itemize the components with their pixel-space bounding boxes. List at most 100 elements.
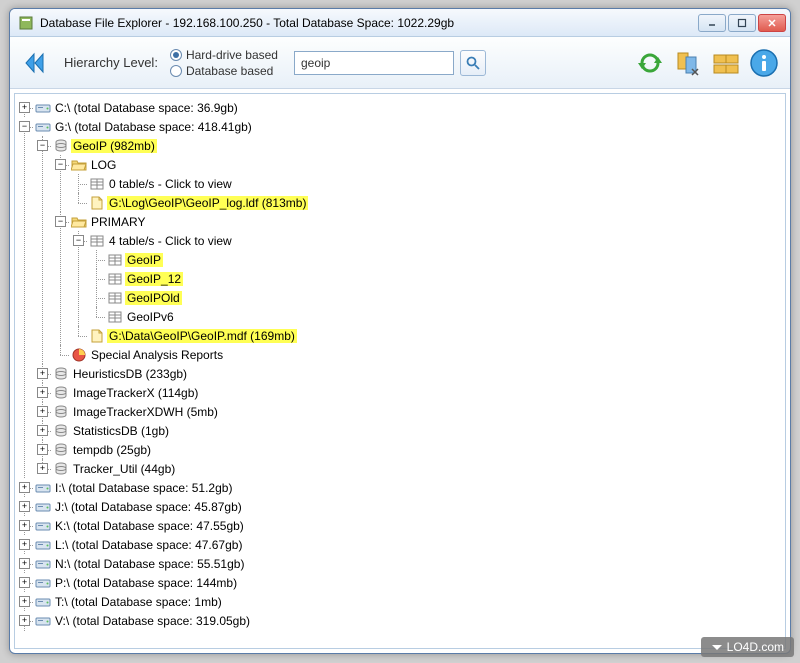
drive-icon <box>35 575 51 591</box>
tree-node[interactable]: LOG <box>71 155 781 174</box>
table-icon <box>107 290 123 306</box>
tree-node-label: ImageTrackerX (114gb) <box>71 386 200 400</box>
db-icon <box>53 138 69 154</box>
tree-node-label: StatisticsDB (1gb) <box>71 424 171 438</box>
info-button[interactable] <box>748 47 780 79</box>
tree-expander[interactable]: + <box>19 558 30 569</box>
close-button[interactable] <box>758 14 786 32</box>
radio-hard-drive[interactable]: Hard-drive based <box>170 48 278 62</box>
titlebar: Database File Explorer - 192.168.100.250… <box>10 9 790 37</box>
tree-node[interactable]: HeuristicsDB (233gb) <box>53 364 781 383</box>
tree-expander[interactable]: − <box>73 235 84 246</box>
tree-node[interactable]: N:\ (total Database space: 55.51gb) <box>35 554 781 573</box>
tree-node[interactable]: V:\ (total Database space: 319.05gb) <box>35 611 781 630</box>
drive-icon <box>35 537 51 553</box>
tree-node-label: G:\ (total Database space: 418.41gb) <box>53 120 254 134</box>
tree-expander[interactable]: + <box>19 482 30 493</box>
maximize-button[interactable] <box>728 14 756 32</box>
tree-node[interactable]: 0 table/s - Click to view <box>89 174 781 193</box>
tree-expander[interactable]: + <box>19 615 30 626</box>
drive-icon <box>35 556 51 572</box>
settings-button[interactable] <box>672 47 704 79</box>
tree-node[interactable]: PRIMARY <box>71 212 781 231</box>
radio-icon <box>170 65 182 77</box>
tree-node[interactable]: G:\Log\GeoIP\GeoIP_log.ldf (813mb) <box>89 193 781 212</box>
tree-node[interactable]: GeoIP (982mb) <box>53 136 781 155</box>
tree-node[interactable]: StatisticsDB (1gb) <box>53 421 781 440</box>
tree-node[interactable]: C:\ (total Database space: 36.9gb) <box>35 98 781 117</box>
table-icon <box>107 309 123 325</box>
back-button[interactable] <box>20 46 54 80</box>
tree-expander[interactable]: + <box>19 539 30 550</box>
table-icon <box>89 233 105 249</box>
tree-node[interactable]: L:\ (total Database space: 47.67gb) <box>35 535 781 554</box>
tree-node[interactable]: Special Analysis Reports <box>71 345 781 364</box>
tree-node[interactable]: G:\ (total Database space: 418.41gb) <box>35 117 781 136</box>
tree-expander[interactable]: + <box>19 577 30 588</box>
minimize-button[interactable] <box>698 14 726 32</box>
tree-node-label: N:\ (total Database space: 55.51gb) <box>53 557 246 571</box>
db-icon <box>53 404 69 420</box>
tree-node-label: GeoIP <box>125 253 163 267</box>
tree-expander[interactable]: + <box>37 387 48 398</box>
tree-node[interactable]: GeoIP_12 <box>107 269 781 288</box>
tree-node[interactable]: ImageTrackerX (114gb) <box>53 383 781 402</box>
hierarchy-label: Hierarchy Level: <box>64 55 158 70</box>
tree-expander[interactable]: − <box>19 121 30 132</box>
folder-open-icon <box>71 214 87 230</box>
radio-database[interactable]: Database based <box>170 64 278 78</box>
tree-expander[interactable]: + <box>19 102 30 113</box>
tree-expander[interactable]: + <box>37 368 48 379</box>
tree-node[interactable]: GeoIPOld <box>107 288 781 307</box>
tree-node[interactable]: P:\ (total Database space: 144mb) <box>35 573 781 592</box>
table-icon <box>107 252 123 268</box>
tree-node-label: HeuristicsDB (233gb) <box>71 367 189 381</box>
tree-expander[interactable]: + <box>37 444 48 455</box>
tree-node-label: GeoIP (982mb) <box>71 139 157 153</box>
tree-node[interactable]: Tracker_Util (44gb) <box>53 459 781 478</box>
tree-expander[interactable]: − <box>55 216 66 227</box>
app-icon <box>18 15 34 31</box>
tree-node[interactable]: 4 table/s - Click to view <box>89 231 781 250</box>
watermark: LO4D.com <box>701 637 794 657</box>
tree-node-label: L:\ (total Database space: 47.67gb) <box>53 538 244 552</box>
search-button[interactable] <box>460 50 486 76</box>
tree-view[interactable]: +C:\ (total Database space: 36.9gb)−G:\ … <box>14 93 786 649</box>
tree-node-label: LOG <box>89 158 118 172</box>
drive-icon <box>35 518 51 534</box>
tree-node[interactable]: ImageTrackerXDWH (5mb) <box>53 402 781 421</box>
search-input[interactable] <box>294 51 454 75</box>
tree-expander[interactable]: − <box>55 159 66 170</box>
tree-node-label: K:\ (total Database space: 47.55gb) <box>53 519 246 533</box>
drive-icon <box>35 100 51 116</box>
tree-node[interactable]: J:\ (total Database space: 45.87gb) <box>35 497 781 516</box>
drive-icon <box>35 480 51 496</box>
tree-node-label: T:\ (total Database space: 1mb) <box>53 595 224 609</box>
db-icon <box>53 366 69 382</box>
tree-expander[interactable]: + <box>19 520 30 531</box>
report-icon <box>71 347 87 363</box>
tree-expander[interactable]: − <box>37 140 48 151</box>
tree-node[interactable]: GeoIP <box>107 250 781 269</box>
tree-node[interactable]: GeoIPv6 <box>107 307 781 326</box>
tree-node[interactable]: tempdb (25gb) <box>53 440 781 459</box>
drive-icon <box>35 613 51 629</box>
refresh-button[interactable] <box>634 47 666 79</box>
tree-node-label: GeoIPOld <box>125 291 182 305</box>
tree-node[interactable]: T:\ (total Database space: 1mb) <box>35 592 781 611</box>
tree-node-label: PRIMARY <box>89 215 147 229</box>
db-icon <box>53 385 69 401</box>
tree-expander[interactable]: + <box>37 463 48 474</box>
tree-node[interactable]: G:\Data\GeoIP\GeoIP.mdf (169mb) <box>89 326 781 345</box>
db-icon <box>53 423 69 439</box>
folder-open-icon <box>71 157 87 173</box>
tree-node[interactable]: I:\ (total Database space: 51.2gb) <box>35 478 781 497</box>
tree-expander[interactable]: + <box>37 425 48 436</box>
tree-expander[interactable]: + <box>19 501 30 512</box>
radio-database-label: Database based <box>186 64 273 78</box>
tree-expander[interactable]: + <box>37 406 48 417</box>
folders-button[interactable] <box>710 47 742 79</box>
tree-expander[interactable]: + <box>19 596 30 607</box>
tree-node[interactable]: K:\ (total Database space: 47.55gb) <box>35 516 781 535</box>
window-title: Database File Explorer - 192.168.100.250… <box>40 16 698 30</box>
